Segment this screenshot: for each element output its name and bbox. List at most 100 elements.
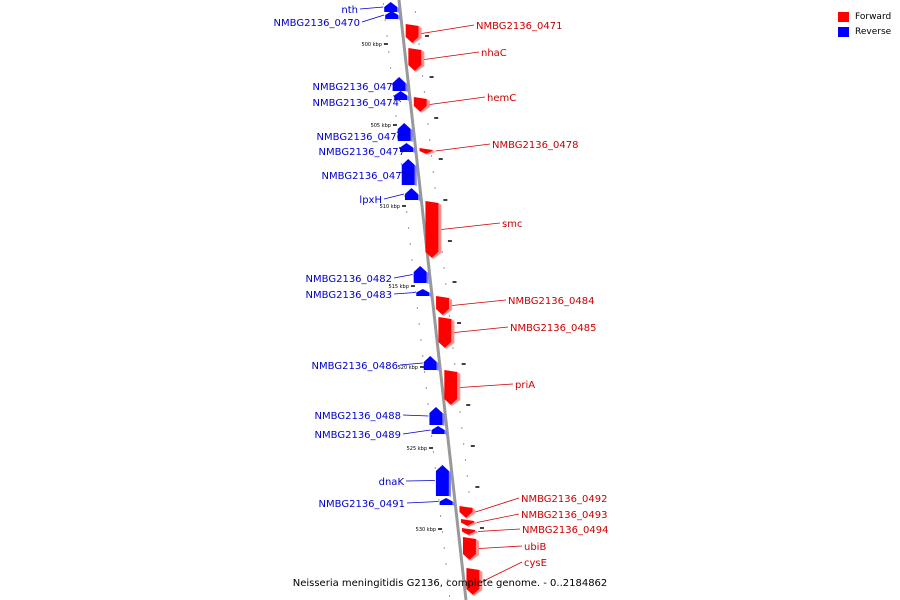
gene-shade-NMBG2136_0494 [468, 530, 478, 536]
gene-arrow-NMBG2136_0470 [385, 11, 399, 19]
scale-dot [434, 187, 436, 189]
scale-dot [459, 411, 461, 413]
scale-dot [454, 363, 456, 365]
gene-label-NMBG2136_0474: NMBG2136_0474 [313, 98, 399, 109]
gene-arrow-nth [384, 2, 398, 12]
gene-leader-hemC [429, 96, 486, 105]
gene-arrow-dnaK [435, 465, 449, 496]
scale-dot [423, 371, 426, 373]
gene-shade-NMBG2136_0488 [442, 413, 445, 426]
gene-label-NMBG2136_0494: NMBG2136_0494 [522, 525, 608, 536]
scale-dot [418, 43, 420, 45]
scale-dot [427, 403, 429, 405]
gene-arrow-hemC [413, 97, 427, 112]
gene-leader-NMBG2136_0479 [400, 171, 411, 176]
gene-hemC [413, 97, 430, 113]
gene-leader-smc [441, 222, 501, 230]
scale-dot [395, 115, 397, 117]
scale-dot [463, 443, 465, 445]
gene-label-hemC: hemC [487, 93, 516, 104]
tick-label: 530 kbp [416, 527, 436, 533]
gene-leader-nhaC [424, 51, 480, 60]
gene-NMBG2136_0483 [416, 289, 432, 297]
genome-caption: Neisseria meningitidis G2136, complete g… [292, 578, 608, 589]
tick-label: 520 kbp [398, 365, 418, 371]
gene-NMBG2136_0478 [419, 148, 436, 155]
gene-shade-NMBG2136_0493 [467, 521, 477, 527]
scale-dot [421, 75, 424, 77]
gene-leader-NMBG2136_0476 [396, 131, 406, 137]
gene-label-ubiB: ubiB [524, 542, 546, 553]
scale-dot [423, 91, 425, 93]
gene-label-priA: priA [515, 380, 535, 391]
gene-cysE [466, 568, 483, 596]
gene-label-lpxH: lpxH [359, 195, 382, 206]
legend: Forward Reverse [838, 9, 891, 39]
gene-leader-lpxH [383, 193, 405, 200]
scale-dot [384, 19, 386, 21]
scale-dot [418, 323, 420, 325]
gene-shade-NMBG2136_0484 [442, 298, 453, 316]
tick-label: 525 kbp [407, 446, 427, 452]
gene-shade-NMBG2136_0486 [436, 362, 439, 371]
scale-dot [445, 563, 447, 565]
scale-dot [429, 139, 431, 141]
gene-nhaC [408, 48, 425, 72]
gene-shade-NMBG2136_0474 [407, 95, 410, 101]
gene-labels: nth NMBG2136_0470 NMBG2136_0471 nhaC NMBG213… [274, 5, 608, 582]
gene-arrow-NMBG2136_0485 [438, 317, 452, 348]
tick-label: 505 kbp [371, 123, 391, 129]
gene-NMBG2136_0492 [459, 506, 476, 519]
legend-item-forward: Forward [838, 9, 891, 24]
gene-leader-NMBG2136_0471 [421, 24, 475, 34]
gene-shade-hemC [420, 99, 430, 113]
gene-leader-NMBG2136_0483 [393, 292, 416, 295]
gene-NMBG2136_0488 [429, 407, 445, 426]
scale-dot [414, 11, 417, 13]
gene-NMBG2136_0486 [423, 356, 439, 371]
gene-leader-NMBG2136_0484 [452, 299, 507, 306]
gene-shade-NMBG2136_0479 [414, 165, 417, 186]
gene-leader-dnaK [405, 480, 435, 482]
scale-dot [434, 467, 436, 469]
gene-NMBG2136_0474 [394, 91, 410, 101]
scale-dot [430, 155, 433, 157]
gene-shade-NMBG2136_0489 [444, 430, 447, 435]
scale-dot [452, 347, 454, 349]
gene-label-NMBG2136_0491: NMBG2136_0491 [319, 499, 405, 510]
gene-arrow-NMBG2136_0486 [423, 356, 437, 370]
legend-label-forward: Forward [855, 11, 892, 22]
scale-dot [420, 339, 422, 341]
gene-shade-NMBG2136_0473 [405, 83, 408, 92]
gene-dnaK [435, 465, 451, 497]
scale-dot [382, 3, 385, 5]
gene-label-NMBG2136_0471: NMBG2136_0471 [476, 21, 562, 32]
gene-shade-NMBG2136_0492 [466, 508, 476, 519]
gene-label-NMBG2136_0477: NMBG2136_0477 [319, 147, 405, 158]
gene-label-NMBG2136_0485: NMBG2136_0485 [510, 323, 596, 334]
gene-label-NMBG2136_0492: NMBG2136_0492 [521, 494, 607, 505]
gene-leader-nth [359, 6, 384, 10]
gene-label-smc: smc [502, 219, 522, 230]
gene-leader-NMBG2136_0482 [393, 274, 413, 279]
gene-label-nhaC: nhaC [481, 48, 507, 59]
scale-dot [468, 491, 470, 493]
gene-arrow-NMBG2136_0488 [429, 407, 443, 425]
scale-dot [441, 531, 444, 533]
gene-shade-priA [450, 372, 461, 406]
gene-label-NMBG2136_0478: NMBG2136_0478 [492, 140, 578, 151]
genome-backbone [397, 0, 468, 600]
gene-NMBG2136_0476 [397, 123, 413, 142]
gene-arrow-NMBG2136_0482 [413, 266, 427, 283]
gene-arrow-NMBG2136_0484 [436, 296, 450, 315]
scale-dot [406, 211, 408, 213]
gene-NMBG2136_0482 [413, 266, 429, 284]
gene-shade-nth [397, 7, 400, 13]
gene-NMBG2136_0470 [385, 11, 401, 20]
scale-dot [440, 515, 442, 517]
gene-arrow-NMBG2136_0476 [397, 123, 411, 141]
gene-label-NMBG2136_0486: NMBG2136_0486 [312, 361, 398, 372]
gene-leader-NMBG2136_0494 [477, 528, 521, 532]
scale-dot [448, 595, 451, 597]
